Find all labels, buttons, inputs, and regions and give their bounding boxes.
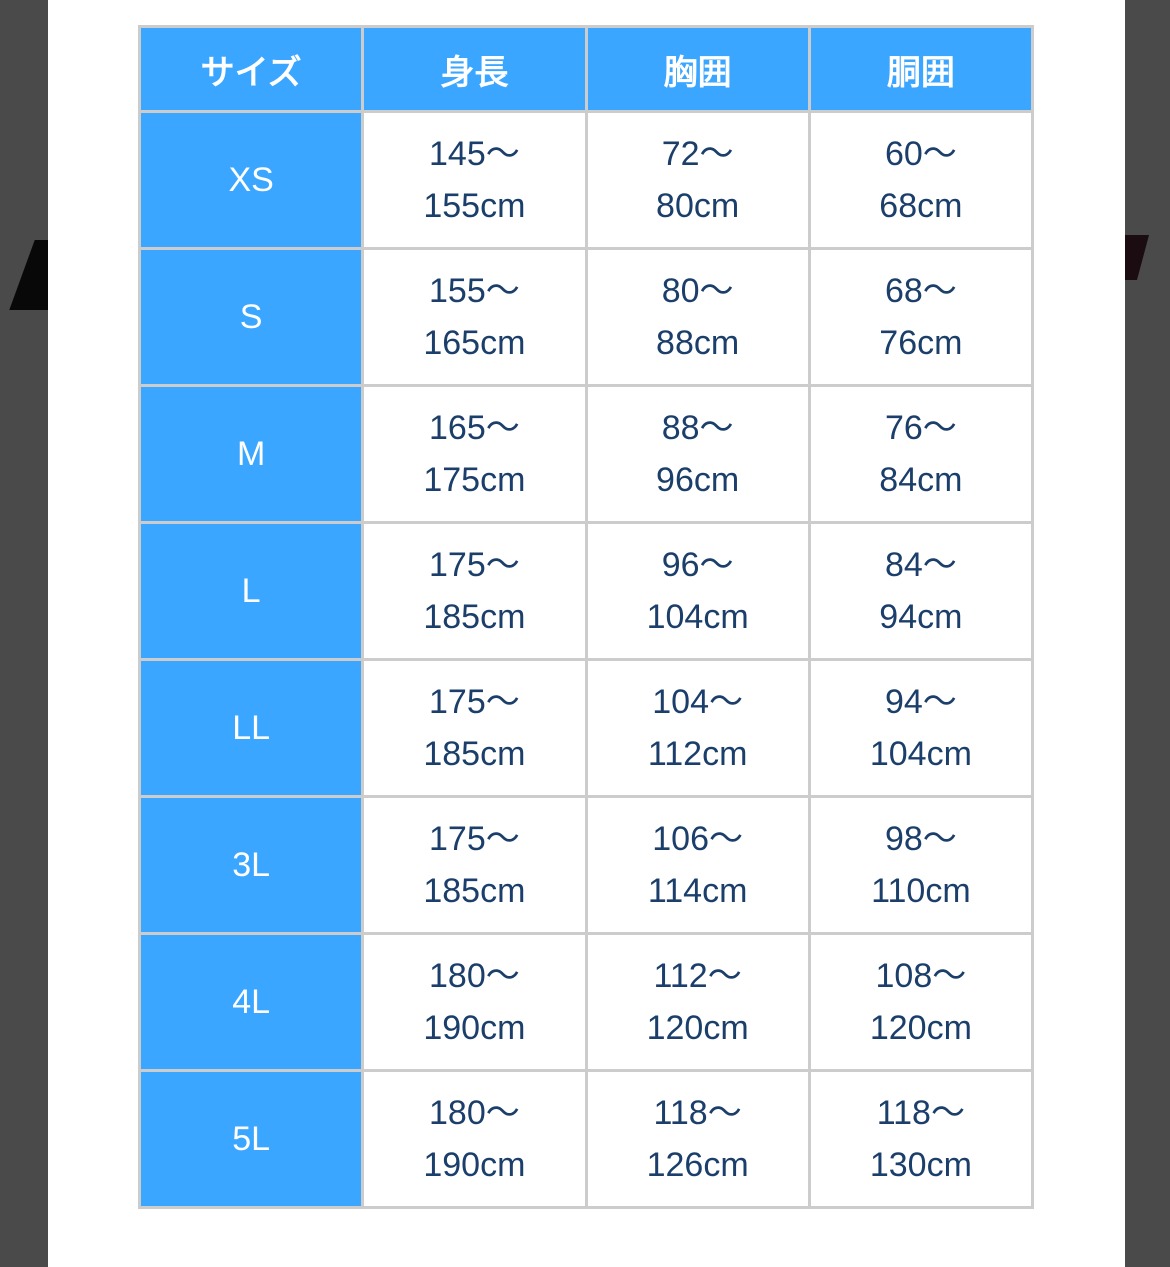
range-min: 80〜 <box>661 272 734 310</box>
range-max: 185cm <box>423 735 526 773</box>
size-cell: 4L <box>137 932 365 1072</box>
size-chart-table: サイズ 身長 胸囲 胴囲 XS 145〜 155cm 72〜 80cm 60〜 68cm S 1… <box>137 25 1035 1209</box>
range-max: 185cm <box>423 598 526 636</box>
waist-cell: 76〜 84cm <box>807 384 1035 524</box>
range-max: 110cm <box>871 872 971 910</box>
range-max: 165cm <box>423 324 526 362</box>
height-cell: 180〜 190cm <box>361 1069 588 1209</box>
range-min: 94〜 <box>884 683 957 721</box>
chest-cell: 72〜 80cm <box>584 110 811 250</box>
chest-cell: 104〜 112cm <box>584 658 811 798</box>
height-cell: 165〜 175cm <box>361 384 588 524</box>
range-max: 94cm <box>879 598 963 636</box>
range-max: 190cm <box>423 1009 526 1047</box>
range-max: 96cm <box>656 461 740 499</box>
table-row: M 165〜 175cm 88〜 96cm 76〜 84cm <box>137 384 1035 524</box>
table-row: LL 175〜 185cm 104〜 112cm 94〜 104cm <box>137 658 1035 798</box>
header-height: 身長 <box>361 25 588 113</box>
header-chest: 胸囲 <box>584 25 811 113</box>
waist-cell: 84〜 94cm <box>807 521 1035 661</box>
range-min: 68〜 <box>884 272 957 310</box>
range-min: 118〜 <box>653 1094 742 1132</box>
waist-cell: 60〜 68cm <box>807 110 1035 250</box>
range-min: 155〜 <box>429 272 520 310</box>
range-max: 185cm <box>423 872 526 910</box>
size-cell: XS <box>137 110 365 250</box>
height-cell: 155〜 165cm <box>361 247 588 387</box>
range-max: 130cm <box>869 1146 972 1184</box>
table-row: 3L 175〜 185cm 106〜 114cm 98〜 110cm <box>137 795 1035 935</box>
range-max: 104cm <box>869 735 972 773</box>
range-min: 145〜 <box>429 135 520 173</box>
range-min: 175〜 <box>429 683 520 721</box>
height-cell: 175〜 185cm <box>361 795 588 935</box>
range-min: 98〜 <box>884 820 957 858</box>
chest-cell: 88〜 96cm <box>584 384 811 524</box>
range-max: 126cm <box>646 1146 749 1184</box>
range-max: 112cm <box>647 735 748 773</box>
range-min: 84〜 <box>884 546 957 584</box>
range-max: 76cm <box>879 324 963 362</box>
range-max: 175cm <box>423 461 526 499</box>
height-cell: 180〜 190cm <box>361 932 588 1072</box>
size-cell: S <box>137 247 365 387</box>
range-min: 118〜 <box>876 1094 965 1132</box>
range-max: 84cm <box>879 461 963 499</box>
waist-cell: 94〜 104cm <box>807 658 1035 798</box>
height-cell: 175〜 185cm <box>361 658 588 798</box>
range-min: 96〜 <box>661 546 734 584</box>
range-min: 104〜 <box>652 683 743 721</box>
table-row: 4L 180〜 190cm 112〜 120cm 108〜 120cm <box>137 932 1035 1072</box>
height-cell: 145〜 155cm <box>361 110 588 250</box>
waist-cell: 98〜 110cm <box>807 795 1035 935</box>
size-cell: M <box>137 384 365 524</box>
size-cell: 5L <box>137 1069 365 1209</box>
chest-cell: 106〜 114cm <box>584 795 811 935</box>
chest-cell: 80〜 88cm <box>584 247 811 387</box>
range-min: 180〜 <box>429 957 520 995</box>
range-max: 114cm <box>647 872 748 910</box>
range-min: 108〜 <box>875 957 967 995</box>
range-max: 155cm <box>423 187 526 225</box>
header-row: サイズ 身長 胸囲 胴囲 <box>137 25 1035 113</box>
range-max: 80cm <box>656 187 740 225</box>
range-max: 190cm <box>423 1146 526 1184</box>
size-cell: L <box>137 521 365 661</box>
size-cell: LL <box>137 658 365 798</box>
chest-cell: 96〜 104cm <box>584 521 811 661</box>
range-min: 60〜 <box>884 135 957 173</box>
chest-cell: 112〜 120cm <box>584 932 811 1072</box>
size-cell: 3L <box>137 795 365 935</box>
range-max: 120cm <box>869 1009 972 1047</box>
range-min: 88〜 <box>661 409 734 447</box>
waist-cell: 108〜 120cm <box>807 932 1035 1072</box>
height-cell: 175〜 185cm <box>361 521 588 661</box>
range-min: 72〜 <box>661 135 734 173</box>
range-min: 76〜 <box>884 409 957 447</box>
table-row: S 155〜 165cm 80〜 88cm 68〜 76cm <box>137 247 1035 387</box>
range-max: 104cm <box>646 598 749 636</box>
chest-cell: 118〜 126cm <box>584 1069 811 1209</box>
range-min: 112〜 <box>653 957 742 995</box>
range-max: 120cm <box>646 1009 749 1047</box>
range-min: 175〜 <box>429 546 520 584</box>
waist-cell: 68〜 76cm <box>807 247 1035 387</box>
range-min: 165〜 <box>429 409 520 447</box>
header-waist: 胴囲 <box>807 25 1035 113</box>
range-max: 68cm <box>879 187 963 225</box>
range-min: 180〜 <box>429 1094 520 1132</box>
table-row: L 175〜 185cm 96〜 104cm 84〜 94cm <box>137 521 1035 661</box>
table-row: XS 145〜 155cm 72〜 80cm 60〜 68cm <box>137 110 1035 250</box>
table-row: 5L 180〜 190cm 118〜 126cm 118〜 130cm <box>137 1069 1035 1209</box>
header-size: サイズ <box>137 25 365 113</box>
range-max: 88cm <box>656 324 740 362</box>
range-min: 175〜 <box>429 820 520 858</box>
waist-cell: 118〜 130cm <box>807 1069 1035 1209</box>
size-chart-modal: サイズ 身長 胸囲 胴囲 XS 145〜 155cm 72〜 80cm 60〜 68cm S 1… <box>48 0 1125 1267</box>
range-min: 106〜 <box>652 820 743 858</box>
